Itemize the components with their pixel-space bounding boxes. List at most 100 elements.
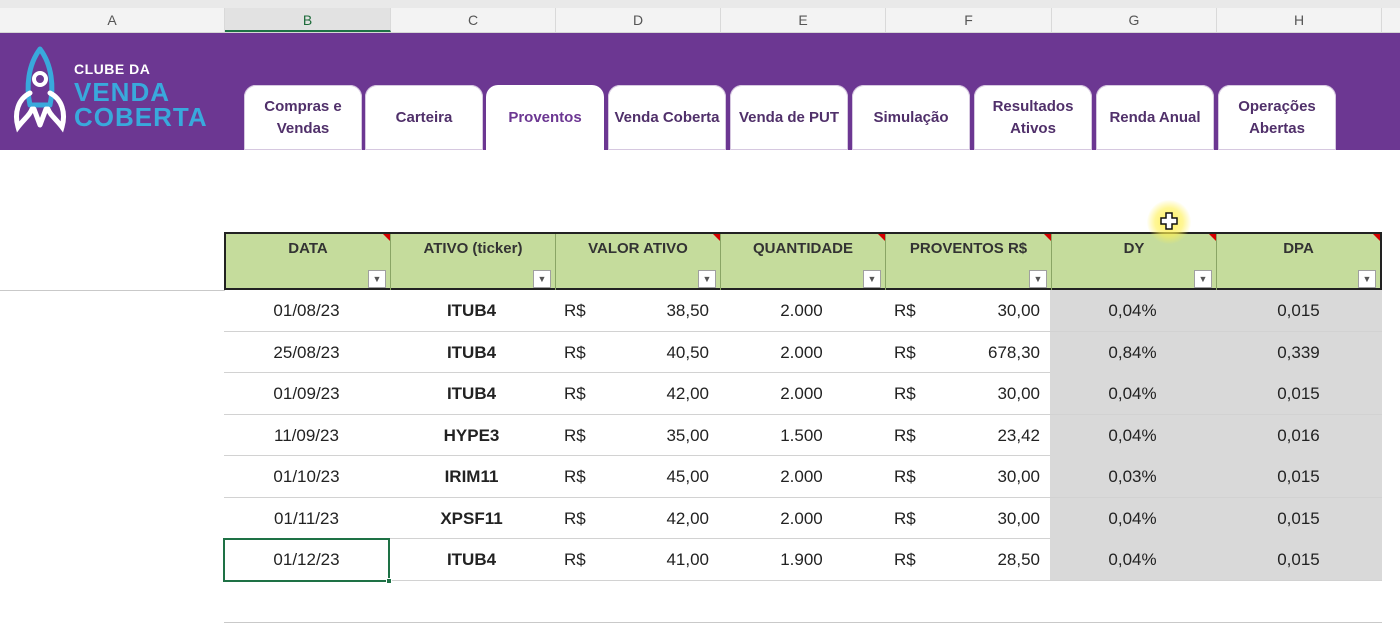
cell-valor[interactable]: R$ 40,50	[554, 332, 719, 373]
cell-proventos[interactable]: R$ 30,00	[884, 498, 1050, 539]
cell-ativo[interactable]: ITUB4	[446, 550, 497, 569]
tab-label: Renda Anual	[1109, 108, 1201, 126]
cell-dpa[interactable]: 0,015	[1215, 497, 1382, 539]
cell-dpa[interactable]: 0,015	[1215, 373, 1382, 414]
column-letter-e[interactable]: E	[721, 8, 886, 32]
table-row: 01/09/23 ITUB4 R$ 42,00 2.000 R$ 30,00 0,04% 0,0…	[224, 373, 1382, 415]
cell-quantidade[interactable]: 1.900	[780, 550, 823, 569]
cell-valor[interactable]: R$ 42,00	[554, 498, 719, 539]
cell-value: 28,50	[997, 550, 1040, 569]
tab-venda-de-put[interactable]: Venda de PUT	[730, 85, 848, 150]
column-letter-c[interactable]: C	[391, 8, 556, 32]
column-letter-b[interactable]: B	[225, 8, 391, 32]
cell-data[interactable]: 25/08/23	[273, 342, 340, 362]
cell-ativo[interactable]: ITUB4	[446, 342, 497, 362]
table-row: 01/08/23 ITUB4 R$ 38,50 2.000 R$ 30,00 0,04% 0,0…	[224, 290, 1382, 332]
cell-valor[interactable]: R$ 41,00	[554, 539, 719, 580]
comment-flag-icon[interactable]	[1209, 234, 1216, 241]
cell-ativo[interactable]: IRIM11	[444, 467, 499, 486]
column-letter-g[interactable]: G	[1052, 8, 1217, 32]
column-header-bar: A B C D E F G H	[0, 0, 1400, 33]
cell-dpa[interactable]: 0,016	[1215, 414, 1382, 456]
tab-label: Proventos	[508, 108, 582, 126]
column-letter-a[interactable]: A	[0, 8, 225, 32]
nav-banner: CLUBE DA VENDA COBERTA Compras e Vendas …	[0, 33, 1400, 152]
cell-value: 45,00	[666, 467, 709, 486]
cell-quantidade[interactable]: 1.500	[780, 425, 823, 445]
header-dy: DY ▼	[1052, 234, 1217, 290]
cell-quantidade[interactable]: 2.000	[780, 508, 823, 528]
cell-dy[interactable]: 0,04%	[1050, 290, 1215, 331]
header-label: DPA	[1283, 240, 1314, 257]
cell-proventos[interactable]: R$ 678,30	[884, 332, 1050, 373]
filter-dropdown-icon[interactable]: ▼	[533, 270, 551, 288]
cell-valor[interactable]: R$ 35,00	[554, 415, 719, 456]
currency-symbol: R$	[564, 550, 586, 569]
cell-dy[interactable]: 0,04%	[1050, 414, 1215, 456]
cell-data[interactable]: 01/10/23	[273, 467, 340, 486]
cell-dy[interactable]: 0,04%	[1050, 539, 1215, 580]
filter-dropdown-icon[interactable]: ▼	[1194, 270, 1212, 288]
column-letter-d[interactable]: D	[556, 8, 721, 32]
empty-row[interactable]	[224, 581, 1382, 623]
cell-dpa[interactable]: 0,339	[1215, 331, 1382, 373]
cell-proventos[interactable]: R$ 30,00	[884, 456, 1050, 497]
cell-dy[interactable]: 0,04%	[1050, 497, 1215, 539]
cell-dpa[interactable]: 0,015	[1215, 290, 1382, 331]
cell-dy[interactable]: 0,04%	[1050, 373, 1215, 414]
cell-dy[interactable]: 0,84%	[1050, 331, 1215, 373]
cell-dy[interactable]: 0,03%	[1050, 456, 1215, 497]
header-label: QUANTIDADE	[753, 240, 853, 257]
cell-proventos[interactable]: R$ 30,00	[884, 373, 1050, 414]
table-row: 25/08/23 ITUB4 R$ 40,50 2.000 R$ 678,30 0,84% 0,…	[224, 331, 1382, 373]
comment-flag-icon[interactable]	[878, 234, 885, 241]
comment-flag-icon[interactable]	[1373, 234, 1380, 241]
cell-ativo[interactable]: HYPE3	[443, 425, 500, 445]
cell-value: 38,50	[666, 301, 709, 320]
cell-ativo[interactable]: XPSF11	[440, 508, 503, 528]
logo-text-bottom: COBERTA	[74, 102, 208, 132]
tab-simulacao[interactable]: Simulação	[852, 85, 970, 150]
cell-quantidade[interactable]: 2.000	[780, 384, 823, 403]
cell-ativo[interactable]: ITUB4	[446, 384, 497, 403]
cell-data[interactable]: 01/12/23	[273, 550, 340, 569]
cell-valor[interactable]: R$ 45,00	[554, 456, 719, 497]
column-letter-f[interactable]: F	[886, 8, 1052, 32]
tab-operacoes-abertas[interactable]: Operações Abertas	[1218, 85, 1336, 150]
cell-dpa[interactable]: 0,015	[1215, 456, 1382, 497]
cell-quantidade[interactable]: 2.000	[780, 342, 823, 362]
tab-resultados-ativos[interactable]: Resultados Ativos	[974, 85, 1092, 150]
cell-valor[interactable]: R$ 38,50	[554, 290, 719, 331]
tab-proventos[interactable]: Proventos	[486, 85, 604, 152]
tab-carteira[interactable]: Carteira	[365, 85, 483, 150]
cell-ativo[interactable]: ITUB4	[446, 301, 497, 320]
column-letter-h[interactable]: H	[1217, 8, 1382, 32]
cell-data[interactable]: 01/09/23	[273, 384, 340, 403]
tab-venda-coberta[interactable]: Venda Coberta	[608, 85, 726, 150]
rocket-logo-icon	[14, 46, 66, 133]
filter-dropdown-icon[interactable]: ▼	[863, 270, 881, 288]
cell-valor[interactable]: R$ 42,00	[554, 373, 719, 414]
filter-dropdown-icon[interactable]: ▼	[698, 270, 716, 288]
currency-symbol: R$	[894, 425, 916, 445]
filter-dropdown-icon[interactable]: ▼	[368, 270, 386, 288]
cell-quantidade[interactable]: 2.000	[780, 467, 823, 486]
cell-data[interactable]: 01/11/23	[274, 508, 339, 528]
cell-dpa[interactable]: 0,015	[1215, 539, 1382, 580]
filter-dropdown-icon[interactable]: ▼	[1029, 270, 1047, 288]
header-dpa: DPA ▼	[1217, 234, 1380, 290]
cell-proventos[interactable]: R$ 28,50	[884, 539, 1050, 580]
cell-quantidade[interactable]: 2.000	[780, 301, 823, 320]
filter-dropdown-icon[interactable]: ▼	[1358, 270, 1376, 288]
comment-flag-icon[interactable]	[1044, 234, 1051, 241]
comment-flag-icon[interactable]	[383, 234, 390, 241]
tab-compras-e-vendas[interactable]: Compras e Vendas	[244, 85, 362, 150]
fill-handle[interactable]	[386, 578, 392, 584]
cell-proventos[interactable]: R$ 30,00	[884, 290, 1050, 331]
cell-value: 40,50	[666, 342, 709, 362]
tab-renda-anual[interactable]: Renda Anual	[1096, 85, 1214, 150]
cell-proventos[interactable]: R$ 23,42	[884, 415, 1050, 456]
comment-flag-icon[interactable]	[713, 234, 720, 241]
cell-data[interactable]: 11/09/23	[274, 425, 339, 445]
cell-data[interactable]: 01/08/23	[273, 301, 340, 320]
